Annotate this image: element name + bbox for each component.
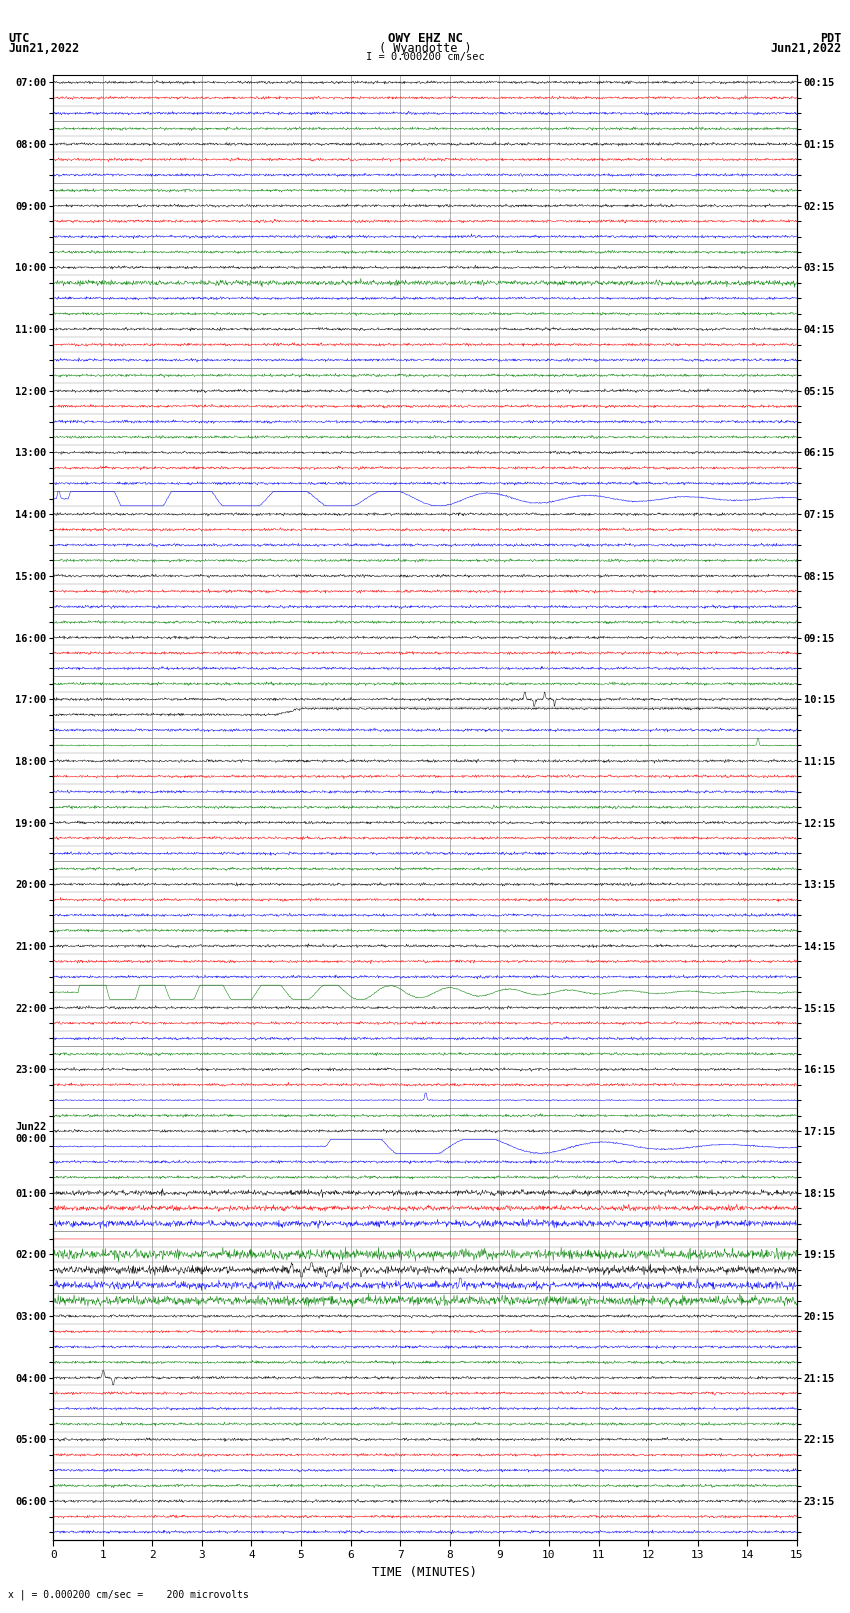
Text: PDT: PDT xyxy=(820,32,842,45)
Text: I = 0.000200 cm/sec: I = 0.000200 cm/sec xyxy=(366,52,484,61)
Text: x | = 0.000200 cm/sec =    200 microvolts: x | = 0.000200 cm/sec = 200 microvolts xyxy=(8,1589,249,1600)
Text: Jun21,2022: Jun21,2022 xyxy=(770,42,842,55)
X-axis label: TIME (MINUTES): TIME (MINUTES) xyxy=(372,1566,478,1579)
Text: OWY EHZ NC: OWY EHZ NC xyxy=(388,32,462,45)
Text: Jun21,2022: Jun21,2022 xyxy=(8,42,80,55)
Text: ( Wyandotte ): ( Wyandotte ) xyxy=(379,42,471,55)
Text: UTC: UTC xyxy=(8,32,30,45)
